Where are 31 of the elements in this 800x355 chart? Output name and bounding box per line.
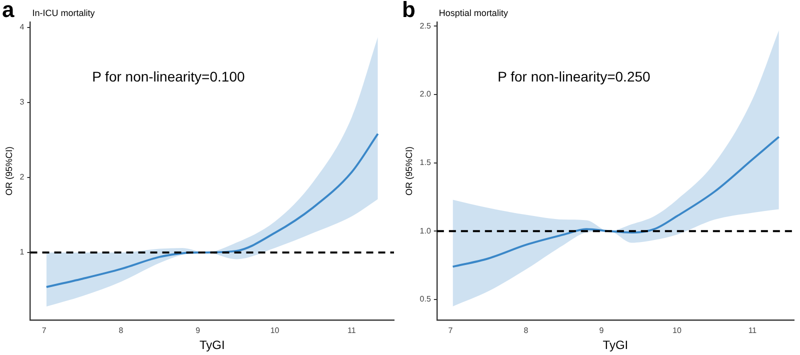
- y-tick-label: 1: [20, 248, 25, 257]
- y-tick-label: 1.5: [420, 158, 432, 167]
- x-tick-label: 8: [118, 326, 124, 336]
- x-tick-label: 10: [672, 326, 682, 336]
- text: b: [402, 0, 416, 22]
- x-tick-label: 10: [270, 326, 280, 336]
- x-axis-title: TyGI: [602, 338, 628, 352]
- y-tick-label: 3: [20, 98, 25, 107]
- annotation: P for non-linearity=0.250: [498, 68, 651, 85]
- x-tick-label: 11: [348, 326, 356, 336]
- y-axis-title: OR (95%CI): [404, 146, 414, 196]
- x-tick-label: 11: [748, 326, 758, 336]
- x-tick-label: 8: [524, 326, 529, 336]
- y-tick-label: 4: [20, 22, 25, 32]
- x-tick-label: 7: [448, 326, 454, 336]
- annotation: P for non-linearity=0.100: [92, 68, 245, 85]
- y-axis-title: OR (95%CI): [4, 146, 14, 196]
- x-tick-label: 9: [599, 326, 604, 336]
- x-tick-label: 9: [196, 326, 201, 336]
- chart-title: In-ICU mortality: [32, 8, 96, 18]
- text: a: [2, 0, 15, 22]
- y-tick-label: 0.5: [420, 294, 432, 304]
- y-tick-label: 2.0: [420, 90, 432, 99]
- x-tick-label: 7: [42, 326, 47, 336]
- line-series: [452, 136, 780, 268]
- y-tick-label: 2: [20, 172, 25, 182]
- x-axis-title: TyGI: [199, 338, 225, 352]
- y-tick-label: 2.5: [420, 21, 432, 30]
- y-tick-label: 1.0: [420, 226, 432, 236]
- line-series: [45, 132, 379, 288]
- chart-title: Hosptial mortality: [438, 8, 508, 18]
